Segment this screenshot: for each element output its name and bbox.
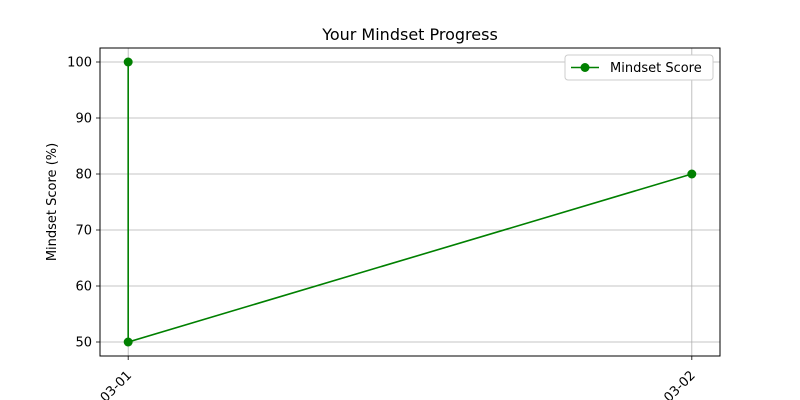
legend-label: Mindset Score [610, 61, 702, 76]
y-tick-label: 50 [75, 336, 92, 351]
data-point [123, 337, 133, 347]
data-point [123, 57, 133, 67]
y-tick-label: 100 [67, 56, 92, 71]
y-tick-label: 90 [75, 112, 92, 127]
series-layer [123, 57, 697, 347]
legend-box [564, 54, 714, 81]
legend: Mindset Score [564, 54, 714, 81]
y-tick-label: 70 [75, 224, 92, 239]
legend-marker [580, 63, 590, 72]
plot-frame [99, 47, 721, 357]
y-tick-label: 80 [75, 168, 92, 183]
y-tick-label: 60 [75, 280, 92, 295]
chart-title: Your Mindset Progress [321, 25, 498, 44]
data-point [687, 169, 697, 179]
y-axis-label: Mindset Score (%) [45, 143, 60, 261]
y-axis-ticks: 50 60 70 80 90 100 [67, 56, 100, 351]
